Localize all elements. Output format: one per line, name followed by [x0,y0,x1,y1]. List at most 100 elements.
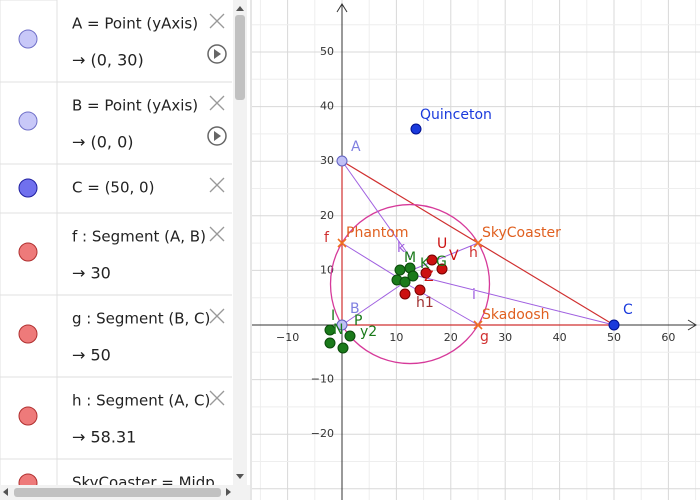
point [410,123,422,135]
point [399,276,411,288]
line [341,160,411,258]
midpoint [337,238,347,248]
x-tick-label: 40 [553,331,567,344]
y-tick-label: −10 [311,373,334,386]
delete-button[interactable] [209,13,225,29]
visibility-toggle[interactable] [18,242,38,262]
point-label: G [436,254,447,270]
v-scrollbar-track[interactable] [233,0,247,485]
x-tick-label: 60 [661,331,675,344]
point-label: V [449,248,459,264]
point-label: N [333,322,343,338]
y-tick-label: 50 [320,45,334,58]
point-label: i [472,287,476,303]
point-label: U [437,236,447,252]
point-label: g [480,329,489,345]
value: → 30 [72,264,111,283]
point [337,342,349,354]
x-tick-label: 20 [444,331,458,344]
y-axis-arrow [336,3,348,13]
delete-button[interactable] [209,390,225,406]
point [407,270,419,282]
play-icon [214,49,221,59]
definition: A = Point (yAxis) [72,15,198,33]
y-tick-label: 10 [320,263,334,276]
point [399,288,411,300]
point-label: B [350,301,360,317]
line [341,281,406,326]
point [420,267,432,279]
scroll-right[interactable] [226,488,231,496]
point [608,319,620,331]
point [324,324,336,336]
visibility-toggle[interactable] [18,406,38,426]
y-tick-label: −20 [311,427,334,440]
point-label: P [354,313,362,329]
visibility-toggle[interactable] [18,178,38,198]
definition: C = (50, 0) [72,179,154,197]
delete-button[interactable] [209,95,225,111]
point-label: Phantom [346,225,408,241]
point [394,264,406,276]
point-label: I [331,308,335,324]
x-tick-label: 30 [498,331,512,344]
v-scrollbar-thumb[interactable] [235,15,245,100]
play-icon [214,131,221,141]
scroll-down[interactable] [236,474,244,479]
point-label: M [404,250,416,266]
delete-button[interactable] [209,226,225,242]
line [399,279,479,326]
play-button[interactable] [207,126,227,146]
point [336,319,348,331]
scroll-left[interactable] [3,488,8,496]
point-label: Quinceton [420,107,492,123]
point [336,155,348,167]
point-label: Skadoosh [482,307,550,323]
x-tick-label: 10 [389,331,403,344]
play-button[interactable] [207,44,227,64]
midpoint [473,238,483,248]
point-label: y2 [360,324,377,340]
point-label: k [397,240,406,256]
point [324,337,336,349]
line [411,242,479,271]
point-label: h1 [416,295,434,311]
definition: B = Point (yAxis) [72,97,198,115]
point-label: f [324,230,330,246]
delete-button[interactable] [209,177,225,193]
y-tick-label: 30 [320,154,334,167]
point [436,263,448,275]
definition: f : Segment (A, B) [72,228,206,246]
x-axis-arrow [687,319,697,331]
value: → 58.31 [72,428,136,447]
scroll-up[interactable] [236,6,244,11]
point [344,330,356,342]
point [414,284,426,296]
y-tick-label: 40 [320,100,334,113]
graphics-view: −10 10 20 30 40 50 60 50 40 30 20 10 −10 −20 A B C Quince… [252,0,700,500]
y-tick-label: 20 [320,209,334,222]
value: → (0, 0) [72,133,134,152]
h-scrollbar-thumb[interactable] [14,488,221,497]
x-tick-label: 50 [607,331,621,344]
circle [329,203,491,365]
algebra-view: A = Point (yAxis) → (0, 30) B = Point (yAx… [0,0,252,500]
visibility-toggle[interactable] [18,29,38,49]
value: → (0, 30) [72,51,144,70]
delete-button[interactable] [209,308,225,324]
point-label: h [469,245,478,261]
x-tick-label: −10 [276,331,299,344]
value: → 50 [72,346,111,365]
point-label: SkyCoaster [482,225,561,241]
visibility-toggle[interactable] [18,324,38,344]
point-label: C [623,302,633,318]
point-label: Z [424,269,434,285]
definition: h : Segment (A, C) [72,392,210,410]
point-label: A [351,139,361,155]
visibility-toggle[interactable] [18,111,38,131]
line [413,274,615,326]
point [426,254,438,266]
